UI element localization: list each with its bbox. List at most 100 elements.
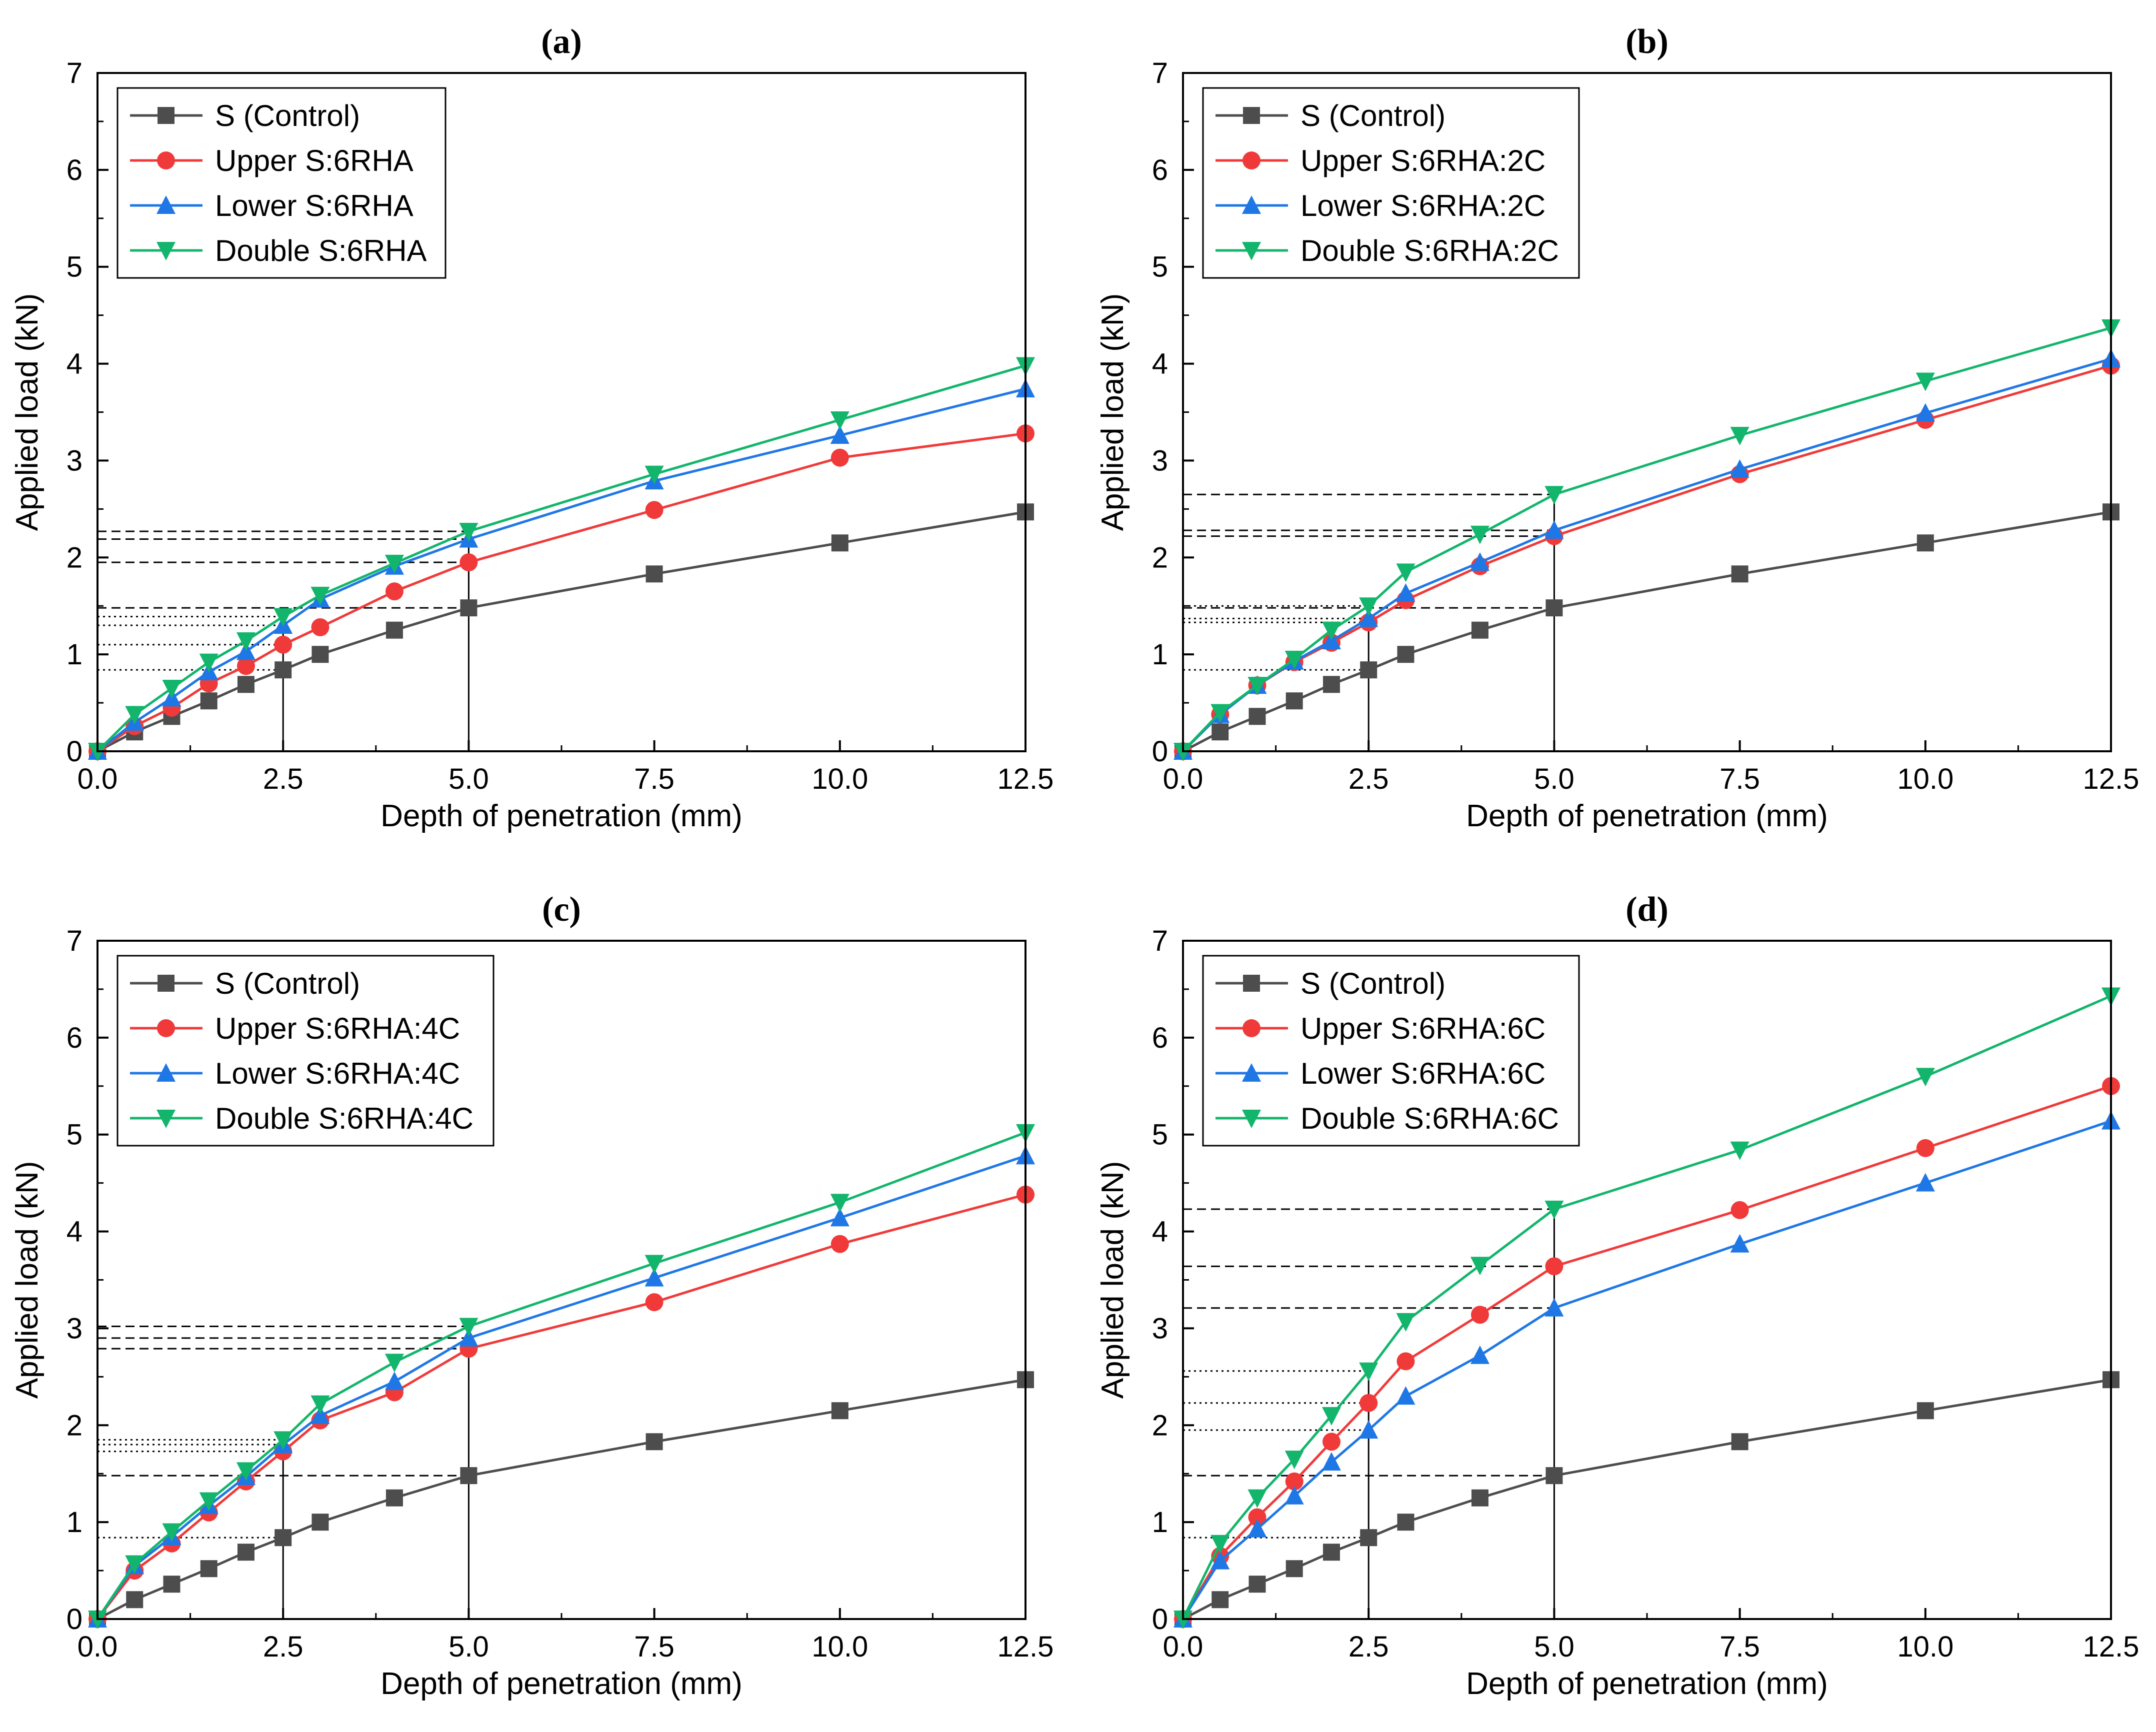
y-tick-label: 1 <box>1152 1506 1168 1539</box>
x-tick-label: 2.5 <box>1348 1631 1389 1663</box>
data-point <box>1544 520 1564 539</box>
data-point <box>1730 459 1750 478</box>
data-point <box>1546 599 1563 617</box>
legend-marker <box>158 107 174 124</box>
panel-d: (d) 0.0 2.5 5.0 7.5 10.0 12.5 0 1 2 3 4 5 6 7 Depth of … <box>1096 890 2139 1701</box>
data-point <box>1397 1514 1414 1531</box>
y-tick-label: 5 <box>1152 251 1168 283</box>
data-point <box>1210 1535 1230 1554</box>
y-tick-label: 7 <box>66 925 82 957</box>
series-2 <box>88 378 1035 760</box>
data-point <box>1471 621 1488 639</box>
y-tick-label: 6 <box>1152 1022 1168 1054</box>
y-tick-label: 1 <box>66 1506 82 1539</box>
legend: S (Control) Upper S:6RHA:2C Lower S:6RHA:2… <box>1202 87 1580 279</box>
data-point <box>274 1431 293 1450</box>
data-point <box>1916 1068 1935 1087</box>
legend-label: S (Control) <box>215 967 360 1000</box>
y-tick-label: 0 <box>66 735 82 768</box>
data-point <box>274 1529 292 1547</box>
data-point <box>1212 1591 1229 1609</box>
x-tick-label: 10.0 <box>1897 763 1954 795</box>
legend-box <box>1202 87 1580 279</box>
data-point <box>1396 563 1416 582</box>
data-point <box>1322 621 1341 640</box>
data-point <box>1248 708 1266 725</box>
x-tick-label: 0.0 <box>78 1631 118 1663</box>
data-point <box>1545 1257 1564 1276</box>
y-axis-label: Applied load (kN) <box>1096 1161 1130 1399</box>
legend-marker <box>1243 107 1260 124</box>
data-point <box>1360 661 1378 679</box>
legend-label: Double S:6RHA <box>215 234 427 267</box>
x-tick-label: 12.5 <box>2083 1631 2140 1663</box>
y-tick-label: 3 <box>1152 1312 1168 1345</box>
data-point <box>1916 372 1935 391</box>
data-point <box>1248 677 1267 696</box>
x-axis-label: Depth of penetration (mm) <box>380 799 742 833</box>
panel-b: (b) 0.0 2.5 5.0 7.5 10.0 12.5 0 1 2 3 4 5 6 7 Depth of … <box>1096 22 2139 833</box>
series-3 <box>88 1124 1035 1629</box>
series-line <box>1182 1120 2112 1620</box>
data-point <box>1322 1452 1341 1471</box>
data-point <box>384 1354 404 1373</box>
series-0 <box>1174 503 2120 760</box>
data-point <box>1210 1551 1230 1570</box>
y-tick-label: 5 <box>1152 1119 1168 1151</box>
y-tick-label: 0 <box>1152 1603 1168 1636</box>
data-point <box>310 586 330 605</box>
y-tick-label: 3 <box>66 1312 82 1345</box>
series-1 <box>1174 1077 2120 1628</box>
data-point <box>199 653 218 672</box>
data-point <box>1470 525 1490 544</box>
data-point <box>1322 1433 1340 1451</box>
legend-label: Double S:6RHA:6C <box>1300 1102 1559 1135</box>
data-point <box>1284 1451 1304 1470</box>
data-point <box>162 679 182 698</box>
legend-box <box>1202 955 1580 1147</box>
data-point <box>646 1433 663 1451</box>
panel-b-title: (b) <box>1626 22 1668 61</box>
panel-a-title: (a) <box>541 22 582 61</box>
data-point <box>236 1462 256 1481</box>
data-point <box>460 599 478 617</box>
data-point <box>459 522 478 541</box>
data-point <box>1916 403 1935 422</box>
data-point <box>312 646 329 663</box>
legend-box <box>116 955 494 1147</box>
y-tick-label: 7 <box>1152 925 1168 957</box>
data-point <box>1360 1394 1378 1412</box>
data-point <box>1544 486 1564 505</box>
data-point <box>1544 1200 1564 1219</box>
series-line <box>96 1154 1026 1620</box>
x-tick-label: 10.0 <box>812 763 868 795</box>
y-tick-label: 4 <box>1152 348 1168 380</box>
legend-label: Lower S:6RHA:2C <box>1300 189 1546 222</box>
data-point <box>1396 1352 1415 1371</box>
data-point <box>1731 565 1748 583</box>
y-tick-label: 6 <box>66 1022 82 1054</box>
data-point <box>1730 427 1750 446</box>
y-tick-label: 0 <box>66 1603 82 1636</box>
panel-d-title: (d) <box>1626 890 1668 929</box>
data-point <box>162 1523 182 1542</box>
x-tick-label: 7.5 <box>634 763 674 795</box>
data-point <box>644 465 664 484</box>
x-tick-label: 12.5 <box>998 1631 1054 1663</box>
series-0 <box>89 1371 1034 1628</box>
data-point <box>1396 1386 1416 1405</box>
y-tick-label: 5 <box>66 251 82 283</box>
legend-label: Lower S:6RHA:4C <box>215 1057 460 1090</box>
x-axis-label: Depth of penetration (mm) <box>1466 799 1828 833</box>
data-point <box>200 1560 218 1578</box>
x-tick-label: 0.0 <box>1163 763 1204 795</box>
data-point <box>163 1576 180 1593</box>
data-point <box>1546 1467 1563 1485</box>
data-point <box>384 1372 404 1391</box>
data-point <box>1730 1234 1750 1253</box>
legend-marker <box>156 1110 176 1128</box>
data-point <box>1359 1420 1378 1439</box>
series-line <box>96 387 1026 752</box>
series-line <box>1182 995 2112 1620</box>
